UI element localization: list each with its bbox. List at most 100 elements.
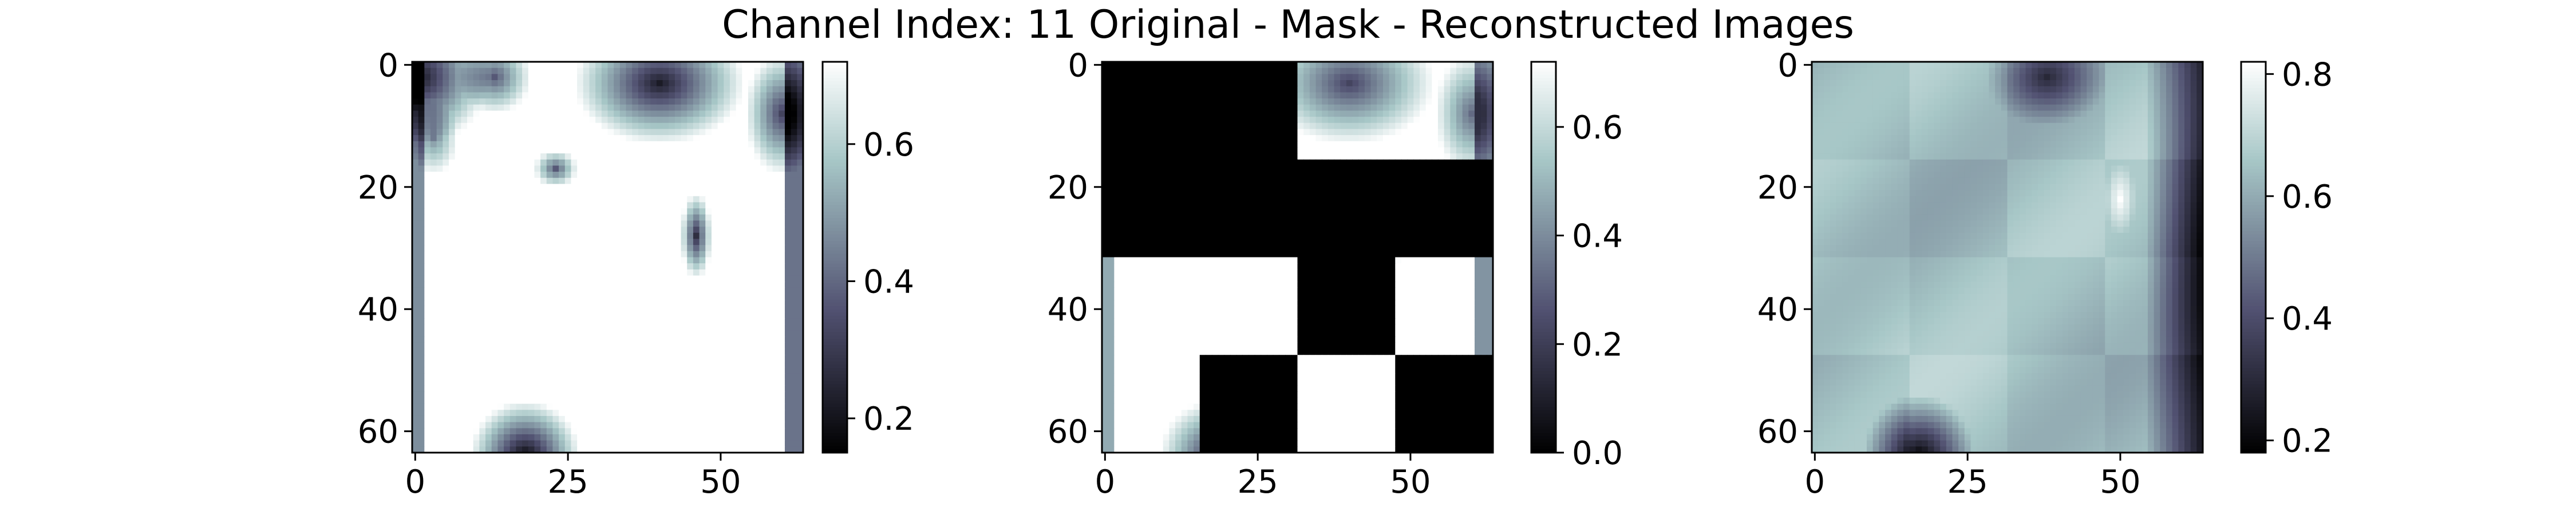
image-pixel xyxy=(1346,74,1353,81)
image-pixel xyxy=(662,385,669,392)
image-pixel xyxy=(711,147,718,154)
image-pixel xyxy=(619,86,627,93)
image-pixel xyxy=(662,74,669,81)
image-pixel xyxy=(516,355,523,362)
image-pixel xyxy=(669,428,675,435)
image-pixel xyxy=(1389,104,1396,111)
image-pixel xyxy=(1175,62,1182,69)
image-pixel xyxy=(760,190,767,197)
image-pixel xyxy=(614,129,621,136)
image-pixel xyxy=(436,373,443,380)
image-pixel xyxy=(449,177,456,185)
image-pixel xyxy=(479,165,486,172)
image-pixel xyxy=(577,220,584,227)
image-pixel xyxy=(455,208,461,215)
image-pixel xyxy=(632,196,639,203)
image-pixel xyxy=(681,184,688,191)
image-pixel xyxy=(1474,104,1481,111)
image-pixel xyxy=(619,165,627,172)
image-pixel xyxy=(559,300,566,307)
image-pixel xyxy=(1224,80,1231,87)
image-pixel xyxy=(632,269,639,276)
image-pixel xyxy=(632,202,639,209)
image-pixel xyxy=(583,135,590,142)
image-pixel xyxy=(766,98,773,105)
image-pixel xyxy=(650,269,657,276)
image-pixel xyxy=(772,330,779,337)
image-pixel xyxy=(717,184,724,191)
image-pixel xyxy=(797,147,804,154)
image-pixel xyxy=(1346,86,1353,93)
image-pixel xyxy=(632,355,639,362)
image-pixel xyxy=(1194,86,1200,93)
image-pixel xyxy=(1120,86,1127,93)
image-pixel xyxy=(1194,122,1200,129)
image-pixel xyxy=(430,422,437,429)
image-pixel xyxy=(559,306,566,313)
image-pixel xyxy=(1377,68,1384,74)
image-pixel xyxy=(583,312,590,319)
image-pixel xyxy=(693,214,700,221)
image-pixel xyxy=(754,385,761,392)
image-pixel xyxy=(571,251,578,258)
image-pixel xyxy=(681,422,688,429)
image-pixel xyxy=(491,129,498,136)
image-pixel xyxy=(650,159,657,167)
image-pixel xyxy=(638,214,645,221)
image-pixel xyxy=(687,184,694,191)
image-pixel xyxy=(1401,68,1408,74)
image-pixel xyxy=(461,269,468,276)
image-pixel xyxy=(516,214,523,221)
image-pixel xyxy=(522,190,529,197)
image-pixel xyxy=(455,80,461,87)
image-pixel xyxy=(797,110,804,117)
image-pixel xyxy=(552,440,559,447)
image-pixel xyxy=(754,251,761,258)
image-pixel xyxy=(674,397,682,405)
image-pixel xyxy=(589,348,596,355)
image-pixel xyxy=(674,391,682,398)
image-pixel xyxy=(784,208,792,215)
image-pixel xyxy=(1175,80,1182,87)
image-pixel xyxy=(473,336,480,343)
image-pixel xyxy=(1444,92,1451,99)
image-pixel xyxy=(430,184,437,191)
image-pixel xyxy=(601,428,609,435)
image-pixel xyxy=(552,336,559,343)
image-pixel xyxy=(772,80,779,87)
image-pixel xyxy=(693,422,700,429)
image-pixel xyxy=(779,104,785,111)
image-pixel xyxy=(1144,62,1151,69)
image-pixel xyxy=(546,257,554,264)
image-pixel xyxy=(589,355,596,362)
image-pixel xyxy=(418,141,425,148)
image-pixel xyxy=(662,68,669,74)
image-pixel xyxy=(473,434,480,441)
image-pixel xyxy=(564,245,572,252)
image-pixel xyxy=(699,86,706,93)
image-pixel xyxy=(595,348,602,355)
image-pixel xyxy=(497,324,504,331)
image-pixel xyxy=(760,391,767,398)
image-pixel xyxy=(509,129,517,136)
image-pixel xyxy=(736,385,742,392)
image-pixel xyxy=(546,153,554,160)
image-pixel xyxy=(461,172,468,179)
image-pixel xyxy=(424,92,431,99)
image-pixel xyxy=(473,282,480,288)
image-pixel xyxy=(729,196,737,203)
image-pixel xyxy=(656,104,663,111)
image-pixel xyxy=(724,172,730,179)
image-pixel xyxy=(669,202,675,209)
image-pixel xyxy=(632,129,639,136)
image-pixel xyxy=(559,410,566,417)
image-pixel xyxy=(455,202,461,209)
image-pixel xyxy=(693,342,700,350)
image-pixel xyxy=(509,232,517,240)
image-pixel xyxy=(449,74,456,81)
colorbar-step xyxy=(823,430,847,434)
image-pixel xyxy=(1230,117,1237,124)
image-pixel xyxy=(1395,80,1402,87)
image-pixel xyxy=(607,239,614,245)
image-pixel xyxy=(540,422,547,429)
